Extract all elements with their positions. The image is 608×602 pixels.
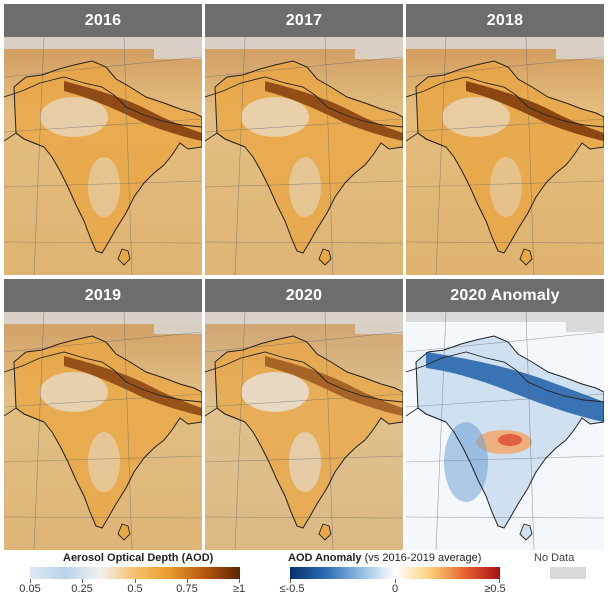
anomaly-tick-label: 0 <box>391 583 399 595</box>
tick-mark <box>82 579 83 583</box>
nodata-legend: No Data <box>528 552 604 600</box>
aod-map <box>205 312 403 550</box>
anomaly-tick-label: ≥0.5 <box>484 583 506 595</box>
panel-title: 2020 <box>205 279 403 312</box>
anomaly-legend-title: AOD Anomaly (vs 2016-2019 average) <box>288 552 481 564</box>
aod-tick-label: 0.05 <box>19 583 41 595</box>
tick-mark <box>395 579 396 583</box>
nodata-label: No Data <box>534 552 575 564</box>
map-grid: 2016 2017 2018 2019 2020 2020 Anomaly <box>4 4 604 550</box>
tick-mark <box>239 579 240 583</box>
panel-title: 2020 Anomaly <box>406 279 604 312</box>
aod-map <box>205 37 403 275</box>
aod-legend: Aerosol Optical Depth (AOD) 0.05 0.25 0.… <box>18 552 258 600</box>
map-panel-2019: 2019 <box>4 279 202 550</box>
map-panel-2020-anomaly: 2020 Anomaly <box>406 279 604 550</box>
map-panel-2017: 2017 <box>205 4 403 275</box>
panel-title: 2016 <box>4 4 202 37</box>
aod-map <box>4 37 202 275</box>
tick-mark <box>187 579 188 583</box>
tick-mark <box>290 579 291 583</box>
aod-tick-label: 0.5 <box>127 583 143 595</box>
nodata-swatch <box>550 567 586 579</box>
tick-mark <box>30 579 31 583</box>
aod-map <box>4 312 202 550</box>
aod-map <box>406 37 604 275</box>
map-panel-2018: 2018 <box>406 4 604 275</box>
map-panel-2016: 2016 <box>4 4 202 275</box>
tick-mark <box>499 579 500 583</box>
anomaly-legend-title-main: AOD Anomaly <box>288 552 362 564</box>
aod-tick-label: 0.75 <box>176 583 198 595</box>
anomaly-tick-label: ≤-0.5 <box>279 583 305 595</box>
aod-tick-label: ≥1 <box>232 583 246 595</box>
tick-mark <box>135 579 136 583</box>
anomaly-colorbar <box>290 567 500 579</box>
panel-title: 2019 <box>4 279 202 312</box>
anomaly-legend-subtitle: (vs 2016-2019 average) <box>364 552 482 564</box>
aod-tick-label: 0.25 <box>71 583 93 595</box>
panel-title: 2018 <box>406 4 604 37</box>
panel-title: 2017 <box>205 4 403 37</box>
aod-legend-title: Aerosol Optical Depth (AOD) <box>63 552 214 564</box>
anomaly-map <box>406 312 604 550</box>
aod-colorbar <box>30 567 240 579</box>
map-panel-2020: 2020 <box>205 279 403 550</box>
anomaly-legend: AOD Anomaly (vs 2016-2019 average) ≤-0.5… <box>278 552 518 600</box>
